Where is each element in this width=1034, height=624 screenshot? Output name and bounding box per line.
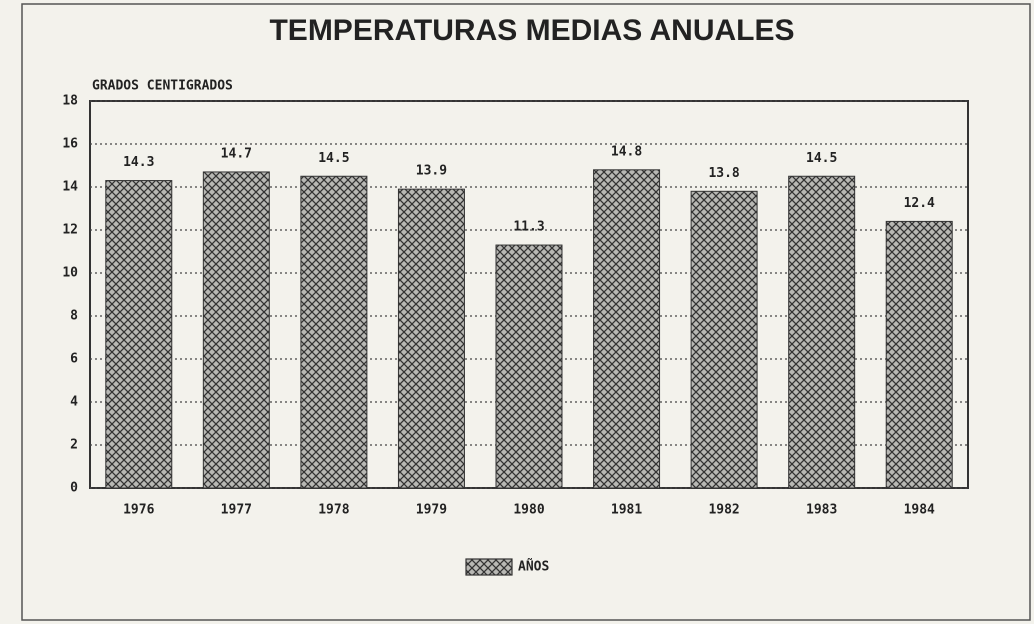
- x-tick-label: 1980: [513, 503, 544, 518]
- data-label: 14.5: [806, 151, 837, 166]
- bar: [495, 244, 563, 489]
- bar: [397, 188, 465, 489]
- bar: [202, 171, 270, 489]
- x-tick-label: 1979: [416, 503, 447, 518]
- data-label: 14.8: [611, 144, 642, 159]
- bar: [593, 169, 661, 489]
- legend-swatch: [465, 558, 513, 576]
- x-tick-label: 1978: [318, 503, 349, 518]
- bar: [105, 180, 173, 489]
- y-tick-label: 4: [70, 395, 78, 410]
- data-label: 11.3: [513, 220, 544, 235]
- x-tick-label: 1983: [806, 503, 837, 518]
- x-tick-label: 1976: [123, 503, 154, 518]
- bar: [885, 220, 953, 489]
- data-label: 14.7: [221, 146, 252, 161]
- y-tick-label: 10: [62, 266, 78, 281]
- bar: [300, 175, 368, 489]
- y-tick-label: 8: [70, 309, 78, 324]
- y-tick-label: 14: [62, 180, 78, 195]
- x-tick-label: 1982: [708, 503, 739, 518]
- y-tick-label: 6: [70, 352, 78, 367]
- y-tick-label: 12: [62, 223, 78, 238]
- chart-title: TEMPERATURAS MEDIAS ANUALES: [269, 14, 794, 47]
- data-label: 13.8: [708, 166, 739, 181]
- data-label: 14.5: [318, 151, 349, 166]
- data-label: 12.4: [904, 196, 935, 211]
- bar: [690, 190, 758, 489]
- y-tick-label: 16: [62, 137, 78, 152]
- y-tick-label: 0: [70, 481, 78, 496]
- y-tick-label: 2: [70, 438, 78, 453]
- x-tick-label: 1984: [904, 503, 935, 518]
- data-label: 13.9: [416, 164, 447, 179]
- x-tick-label: 1981: [611, 503, 642, 518]
- y-axis-label: GRADOS CENTIGRADOS: [92, 79, 233, 94]
- legend-label: AÑOS: [518, 559, 549, 575]
- bar: [788, 175, 856, 489]
- x-tick-label: 1977: [221, 503, 252, 518]
- frame: [21, 3, 1031, 621]
- data-label: 14.3: [123, 155, 154, 170]
- y-tick-label: 18: [62, 94, 78, 109]
